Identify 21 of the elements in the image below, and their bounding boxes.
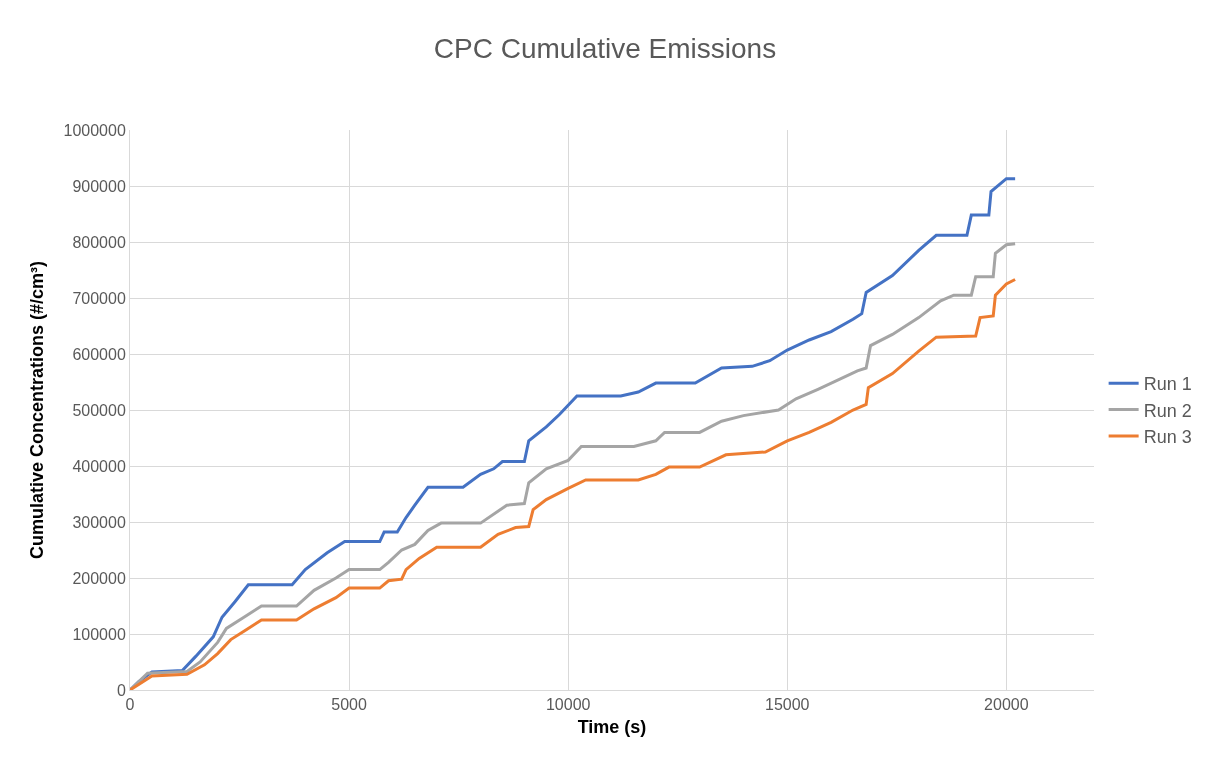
- y-tick-label: 400000: [72, 457, 126, 475]
- chart-title: CPC Cumulative Emissions: [433, 32, 777, 64]
- y-axis-title: Cumulative Concentrations (#/cm³): [26, 260, 47, 560]
- y-tick-label: 600000: [72, 345, 126, 363]
- y-tick-label: 900000: [72, 177, 126, 195]
- x-tick-label: 15000: [765, 696, 810, 714]
- y-tick-label: 200000: [72, 569, 126, 587]
- x-tick-label: 20000: [984, 696, 1029, 714]
- y-tick-label: 100000: [72, 625, 126, 643]
- y-tick-label: 800000: [72, 233, 126, 251]
- y-tick-label: 1000000: [63, 121, 126, 139]
- y-tick-label: 700000: [72, 289, 126, 307]
- legend-label: Run 2: [1143, 400, 1192, 421]
- y-tick-label: 500000: [72, 401, 126, 419]
- x-axis-title: Time (s): [577, 717, 647, 738]
- x-tick-label: 10000: [545, 696, 591, 714]
- legend-label: Run 1: [1143, 374, 1192, 395]
- legend-label: Run 3: [1143, 427, 1192, 448]
- x-tick-label: 5000: [331, 696, 367, 714]
- y-tick-label: 0: [116, 681, 126, 699]
- y-tick-label: 300000: [72, 513, 126, 531]
